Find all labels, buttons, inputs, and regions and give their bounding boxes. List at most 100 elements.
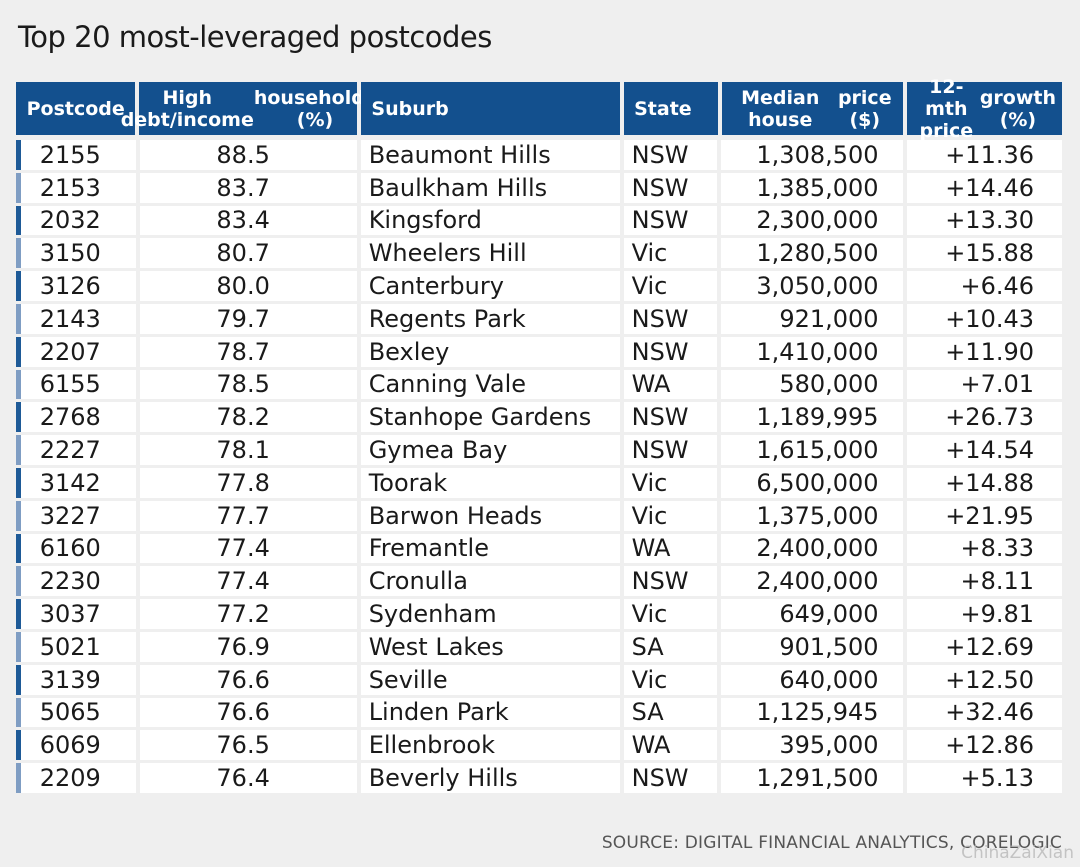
table-cell: +12.50 (906, 664, 1063, 695)
table-cell: 76.9 (139, 631, 357, 662)
table-cell: Vic (623, 238, 718, 269)
table-cell: 3,050,000 (721, 271, 903, 301)
table-cell: 76.5 (139, 730, 357, 761)
table-row: 3139 76.6 Seville Vic 640,000 +12.50 (16, 664, 1063, 698)
table-cell: 640,000 (721, 664, 903, 695)
table-row: 2155 88.5 Beaumont Hills NSW 1,308,500 +11.36 (16, 140, 1063, 173)
table-cell: 3037 (16, 599, 136, 629)
table-cell: NSW (623, 566, 718, 597)
table-cell: 5021 (16, 631, 136, 662)
table-cell: +7.01 (906, 369, 1063, 400)
table-cell: NSW (623, 140, 718, 170)
table-cell: 83.7 (139, 172, 357, 203)
table-cell: 1,308,500 (721, 140, 903, 170)
table-cell: 2,300,000 (721, 205, 903, 236)
table-row: 3227 77.7 Barwon Heads Vic 1,375,000 +21.95 (16, 500, 1063, 534)
table-cell: 580,000 (721, 369, 903, 400)
table-cell: 76.6 (139, 697, 357, 728)
table-cell: Kingsford (360, 205, 620, 236)
table-cell: Vic (623, 664, 718, 695)
table-cell: 5065 (16, 697, 136, 728)
table-cell: 2207 (16, 336, 136, 367)
table-cell: +6.46 (906, 271, 1063, 301)
table-cell: +13.30 (906, 205, 1063, 236)
table-cell: +26.73 (906, 402, 1063, 433)
table-cell: 78.7 (139, 336, 357, 367)
table-cell: 3150 (16, 238, 136, 269)
table-row: 5065 76.6 Linden Park SA 1,125,945 +32.46 (16, 697, 1063, 731)
table-row: 3142 77.8 Toorak Vic 6,500,000 +14.88 (16, 467, 1063, 501)
table-cell: +8.33 (906, 533, 1063, 564)
table-cell: 79.7 (139, 303, 357, 334)
table-cell: 2155 (16, 140, 136, 170)
table-cell: Vic (623, 599, 718, 629)
table-cell: 78.1 (139, 435, 357, 465)
table-cell: Vic (623, 271, 718, 301)
table-header: Postcode High debt/income households (%) … (16, 76, 1062, 142)
table-cell: 88.5 (139, 140, 357, 170)
table-cell: +11.90 (906, 336, 1063, 367)
leverage-table: Postcode High debt/income households (%) … (16, 76, 1063, 796)
table-cell: NSW (623, 763, 718, 793)
table-row: 6160 77.4 Fremantle WA 2,400,000 +8.33 (16, 533, 1063, 567)
table-cell: Toorak (360, 467, 620, 498)
table-cell: 2768 (16, 402, 136, 433)
table-cell: +8.11 (906, 566, 1063, 597)
table-row: 2207 78.7 Bexley NSW 1,410,000 +11.90 (16, 336, 1063, 370)
table-cell: Canning Vale (360, 369, 620, 400)
table-cell: West Lakes (360, 631, 620, 662)
table-cell: 77.2 (139, 599, 357, 629)
table-cell: Linden Park (360, 697, 620, 728)
table-cell: +32.46 (906, 697, 1063, 728)
table-cell: Fremantle (360, 533, 620, 564)
table-cell: Wheelers Hill (360, 238, 620, 269)
table-cell: 2230 (16, 566, 136, 597)
table-cell: 77.4 (139, 566, 357, 597)
table-cell: 80.0 (139, 271, 357, 301)
table-cell: +14.88 (906, 467, 1063, 498)
table-cell: 3142 (16, 467, 136, 498)
table-cell: +14.46 (906, 172, 1063, 203)
table-cell: WA (623, 533, 718, 564)
table-cell: 2153 (16, 172, 136, 203)
table-cell: Canterbury (360, 271, 620, 301)
table-row: 6069 76.5 Ellenbrook WA 395,000 +12.86 (16, 730, 1063, 763)
table-cell: Bexley (360, 336, 620, 367)
table-cell: Regents Park (360, 303, 620, 334)
table-cell: 1,615,000 (721, 435, 903, 465)
table-cell: 78.5 (139, 369, 357, 400)
column-header: High debt/income households (%) (121, 82, 376, 135)
table-row: 6155 78.5 Canning Vale WA 580,000 +7.01 (16, 369, 1063, 403)
table-cell: Baulkham Hills (360, 172, 620, 203)
table-cell: NSW (623, 402, 718, 433)
table-cell: Barwon Heads (360, 500, 620, 531)
table-cell: 6069 (16, 730, 136, 761)
column-header: Median house price ($) (721, 82, 903, 135)
table-body: 2155 88.5 Beaumont Hills NSW 1,308,500 +11.36… (16, 140, 1063, 796)
table-cell: 77.4 (139, 533, 357, 564)
table-cell: Cronulla (360, 566, 620, 597)
table-cell: 2209 (16, 763, 136, 793)
table-cell: Vic (623, 500, 718, 531)
table-cell: 78.2 (139, 402, 357, 433)
table-cell: Stanhope Gardens (360, 402, 620, 433)
table-cell: +11.36 (906, 140, 1063, 170)
table-row: 5021 76.9 West Lakes SA 901,500 +12.69 (16, 631, 1063, 665)
table-cell: +12.86 (906, 730, 1063, 761)
table-cell: +14.54 (906, 435, 1063, 465)
table-cell: SA (623, 631, 718, 662)
table-cell: Seville (360, 664, 620, 695)
column-header: State (624, 82, 718, 135)
table-cell: Beverly Hills (360, 763, 620, 793)
table-cell: Sydenham (360, 599, 620, 629)
table-cell: 80.7 (139, 238, 357, 269)
table-cell: 6160 (16, 533, 136, 564)
chart-title: Top 20 most-leveraged postcodes (18, 20, 492, 54)
table-cell: Gymea Bay (360, 435, 620, 465)
table-cell: +5.13 (906, 763, 1063, 793)
table-cell: 76.4 (139, 763, 357, 793)
source-note: SOURCE: DIGITAL FINANCIAL ANALYTICS, COR… (601, 833, 1062, 853)
table-cell: 1,280,500 (721, 238, 903, 269)
table-cell: 1,291,500 (721, 763, 903, 793)
table-cell: 2143 (16, 303, 136, 334)
